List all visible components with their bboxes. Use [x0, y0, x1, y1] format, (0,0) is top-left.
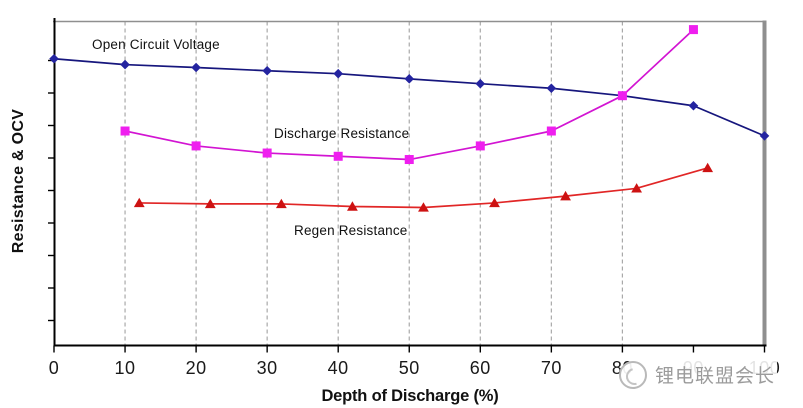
- watermark: 锂电联盟会长: [619, 360, 778, 389]
- marker-triangle: [702, 162, 714, 173]
- watermark-logo-icon: [619, 360, 647, 389]
- marker-diamond: [191, 62, 201, 73]
- x-tick-label: 10: [114, 358, 136, 378]
- marker-diamond: [120, 59, 130, 70]
- marker-diamond: [262, 65, 272, 76]
- marker-triangle: [418, 202, 429, 212]
- marker-diamond: [759, 131, 770, 141]
- x-tick-label: 20: [185, 358, 207, 378]
- y-axis-title: Resistance & OCV: [10, 108, 27, 254]
- marker-triangle: [204, 198, 216, 209]
- marker-triangle: [133, 197, 145, 208]
- x-tick-label: 60: [469, 358, 491, 378]
- marker-diamond: [333, 68, 343, 79]
- marker-square: [617, 91, 627, 101]
- marker-square: [475, 141, 485, 151]
- marker-triangle: [275, 198, 287, 209]
- marker-diamond: [49, 53, 59, 64]
- x-tick-label: 40: [327, 358, 349, 378]
- marker-triangle: [489, 197, 500, 208]
- marker-triangle: [560, 190, 571, 201]
- x-tick-label: 50: [398, 358, 420, 378]
- marker-triangle: [631, 183, 643, 193]
- marker-diamond: [546, 83, 557, 94]
- x-tick-label: 70: [540, 358, 562, 378]
- marker-square: [688, 25, 698, 35]
- x-tick-label: 0: [48, 358, 60, 378]
- marker-square: [333, 151, 343, 161]
- series-label-discharge-resistance: Discharge Resistance: [274, 126, 410, 141]
- series-line-open-circuit-voltage: [53, 57, 765, 137]
- series-label-open-circuit-voltage: Open Circuit Voltage: [92, 37, 220, 52]
- x-tick-label: 30: [256, 358, 278, 378]
- marker-diamond: [475, 78, 486, 89]
- x-axis-title: Depth of Discharge (%): [321, 387, 499, 405]
- series-line-regen-resistance: [139, 167, 708, 209]
- marker-square: [191, 141, 201, 151]
- series-label-regen-resistance: Regen Resistance: [294, 223, 408, 238]
- marker-square: [404, 155, 414, 165]
- marker-square: [262, 148, 272, 158]
- marker-diamond: [404, 74, 415, 84]
- marker-square: [120, 126, 130, 136]
- watermark-text: 锂电联盟会长: [653, 360, 778, 389]
- marker-triangle: [347, 201, 358, 211]
- marker-square: [546, 126, 556, 136]
- marker-diamond: [688, 100, 699, 111]
